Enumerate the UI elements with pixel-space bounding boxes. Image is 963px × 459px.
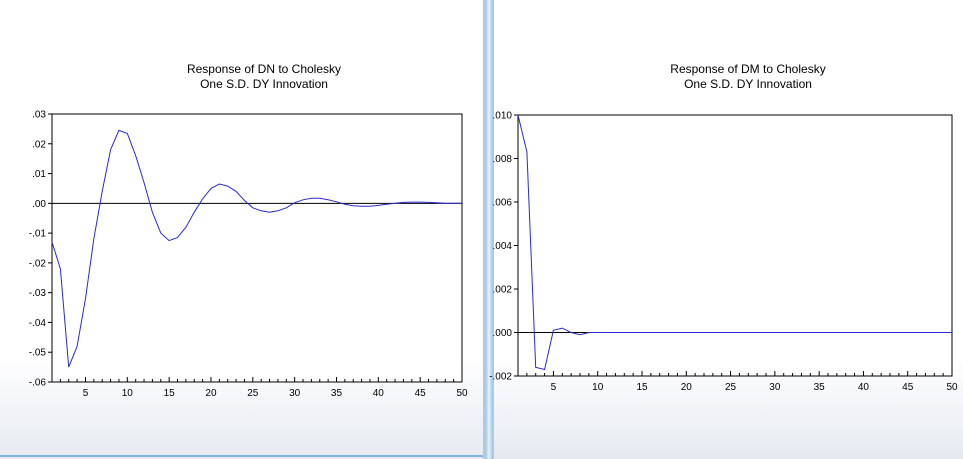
x-tick-label: 50 xyxy=(946,382,958,393)
x-tick-label: 40 xyxy=(858,382,870,393)
chart-title-line1: Response of DN to Cholesky xyxy=(187,62,341,76)
x-tick-label: 35 xyxy=(331,388,343,399)
y-tick-label: .01 xyxy=(32,169,46,180)
panel-bottom-border xyxy=(0,455,483,457)
x-tick-label: 10 xyxy=(592,382,604,393)
chart-panel-right: Response of DM to Cholesky One S.D. DY I… xyxy=(489,0,963,459)
impulse-response-line xyxy=(517,114,952,371)
x-tick-label: 20 xyxy=(205,388,217,399)
x-tick-label: 15 xyxy=(164,388,176,399)
y-tick-label: .000 xyxy=(493,328,513,339)
x-tick-label: 25 xyxy=(247,388,259,399)
irf-chart-dn: Response of DN to Cholesky One S.D. DY I… xyxy=(29,62,468,399)
x-tick-label: 50 xyxy=(456,388,468,399)
x-tick-label: 15 xyxy=(636,382,648,393)
x-tick-label: 45 xyxy=(415,388,427,399)
x-tick-label: 5 xyxy=(551,382,557,393)
y-tick-label: -.01 xyxy=(29,229,47,240)
y-tick-label: -.05 xyxy=(29,348,47,359)
chart-title-line1: Response of DM to Cholesky xyxy=(670,62,825,76)
y-tick-label: .010 xyxy=(493,111,513,122)
x-tick-label: 5 xyxy=(83,388,89,399)
y-tick-label: -.02 xyxy=(29,258,47,269)
y-tick-label: -.04 xyxy=(29,318,47,329)
panel-divider xyxy=(486,0,492,459)
plot-frame xyxy=(51,113,463,383)
y-tick-label: -.002 xyxy=(489,372,512,383)
irf-chart-dm: Response of DM to Cholesky One S.D. DY I… xyxy=(489,62,958,393)
x-tick-label: 40 xyxy=(373,388,385,399)
x-tick-label: 30 xyxy=(769,382,781,393)
y-tick-label: .006 xyxy=(493,198,513,209)
impulse-response-line xyxy=(51,129,462,368)
y-tick-label: -.06 xyxy=(29,378,47,389)
y-tick-label: .002 xyxy=(493,285,513,296)
y-tick-label: -.03 xyxy=(29,288,47,299)
x-tick-label: 20 xyxy=(681,382,693,393)
y-tick-label: .03 xyxy=(32,110,46,121)
plot-frame xyxy=(517,114,953,377)
chart-title-line2: One S.D. DY Innovation xyxy=(684,77,812,91)
x-tick-label: 25 xyxy=(725,382,737,393)
y-tick-label: .008 xyxy=(493,154,513,165)
x-tick-label: 35 xyxy=(814,382,826,393)
x-tick-label: 10 xyxy=(122,388,134,399)
y-tick-label: .00 xyxy=(32,199,46,210)
chart-panel-left: Response of DN to Cholesky One S.D. DY I… xyxy=(0,0,486,459)
y-tick-label: .02 xyxy=(32,139,46,150)
x-tick-label: 45 xyxy=(902,382,914,393)
x-tick-label: 30 xyxy=(289,388,301,399)
y-tick-label: .004 xyxy=(493,241,513,252)
chart-title-line2: One S.D. DY Innovation xyxy=(200,77,328,91)
